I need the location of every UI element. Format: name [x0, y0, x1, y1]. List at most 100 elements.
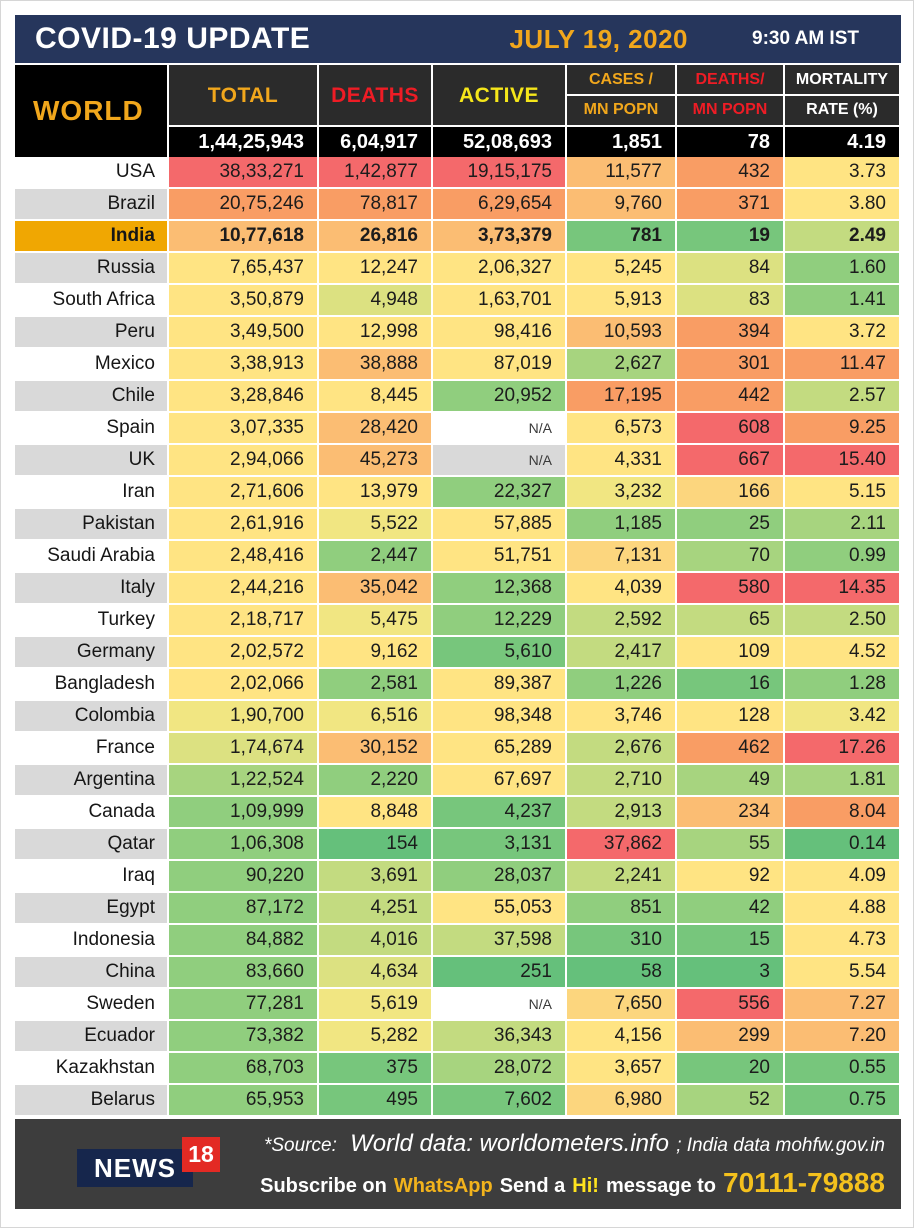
news18-logo: NEWS 18: [77, 1135, 227, 1195]
value-cell: 154: [319, 829, 431, 859]
value-cell: 3.80: [785, 189, 899, 219]
value-cell: 98,416: [433, 317, 565, 347]
value-cell: 2,44,216: [169, 573, 317, 603]
value-cell: 2,592: [567, 605, 675, 635]
whatsapp-label: WhatsApp: [393, 1174, 493, 1197]
value-cell: 28,072: [433, 1053, 565, 1083]
value-cell: 35,042: [319, 573, 431, 603]
value-cell: 1,226: [567, 669, 675, 699]
value-cell: 2.11: [785, 509, 899, 539]
country-cell: Italy: [15, 573, 167, 603]
value-cell: 3.42: [785, 701, 899, 731]
value-cell: 2,220: [319, 765, 431, 795]
column-header-cases-per-mn: CASES / MN POPN: [567, 65, 675, 125]
value-cell: 2,71,606: [169, 477, 317, 507]
column-header-row: TOTAL DEATHS ACTIVE CASES / MN POP: [169, 65, 901, 125]
country-cell: Colombia: [15, 701, 167, 731]
country-cell: Indonesia: [15, 925, 167, 955]
value-cell: 98,348: [433, 701, 565, 731]
subscribe-text-2: Send a: [499, 1174, 566, 1197]
value-cell: 9.25: [785, 413, 899, 443]
value-cell: 30,152: [319, 733, 431, 763]
value-cell: 16: [677, 669, 783, 699]
value-cell: 375: [319, 1053, 431, 1083]
header-divider: [785, 94, 899, 96]
value-cell: 4.88: [785, 893, 899, 923]
value-cell: 4,948: [319, 285, 431, 315]
value-cell: 13,979: [319, 477, 431, 507]
value-cell: 70: [677, 541, 783, 571]
table-row: France 1,74,674 30,152 65,289 2,676 462 17.26: [15, 733, 901, 763]
value-cell: 4.52: [785, 637, 899, 667]
country-cell: Iran: [15, 477, 167, 507]
value-cell: 52: [677, 1085, 783, 1115]
value-cell: 6,516: [319, 701, 431, 731]
value-cell: 2,627: [567, 349, 675, 379]
table-row: Turkey 2,18,717 5,475 12,229 2,592 65 2.50: [15, 605, 901, 635]
value-cell: 12,998: [319, 317, 431, 347]
value-cell: 781: [567, 221, 675, 251]
country-cell: Chile: [15, 381, 167, 411]
table-row: China 83,660 4,634 251 58 3 5.54: [15, 957, 901, 987]
table-row: Belarus 65,953 495 7,602 6,980 52 0.75: [15, 1085, 901, 1115]
value-cell: 36,343: [433, 1021, 565, 1051]
value-cell: 55: [677, 829, 783, 859]
value-cell: 3,28,846: [169, 381, 317, 411]
date-label: JULY 19, 2020: [509, 23, 688, 54]
value-cell: 3.73: [785, 157, 899, 187]
value-cell: 4,156: [567, 1021, 675, 1051]
header-divider: [677, 94, 783, 96]
value-cell: 310: [567, 925, 675, 955]
value-cell: 3,07,335: [169, 413, 317, 443]
country-cell: France: [15, 733, 167, 763]
value-cell: 65,953: [169, 1085, 317, 1115]
value-cell: 38,33,271: [169, 157, 317, 187]
country-cell: Pakistan: [15, 509, 167, 539]
value-cell: 37,862: [567, 829, 675, 859]
value-cell: 14.35: [785, 573, 899, 603]
value-cell: 2,02,572: [169, 637, 317, 667]
world-deaths-per-mn: 78: [677, 127, 783, 157]
value-cell: 3,49,500: [169, 317, 317, 347]
news18-logo-news-box: NEWS: [77, 1149, 193, 1187]
table-row: Sweden 77,281 5,619 N/A 7,650 556 7.27: [15, 989, 901, 1019]
table-row: Egypt 87,172 4,251 55,053 851 42 4.88: [15, 893, 901, 923]
value-cell: 5.15: [785, 477, 899, 507]
column-header-deaths: DEATHS: [319, 65, 431, 125]
country-cell: Argentina: [15, 765, 167, 795]
value-cell: 68,703: [169, 1053, 317, 1083]
country-cell: Sweden: [15, 989, 167, 1019]
value-cell: 25: [677, 509, 783, 539]
value-cell: 4.09: [785, 861, 899, 891]
value-cell: 89,387: [433, 669, 565, 699]
value-cell: 251: [433, 957, 565, 987]
value-cell: 394: [677, 317, 783, 347]
value-cell: 3,50,879: [169, 285, 317, 315]
table-row: Ecuador 73,382 5,282 36,343 4,156 299 7.20: [15, 1021, 901, 1051]
value-cell: N/A: [433, 989, 565, 1019]
value-cell: 667: [677, 445, 783, 475]
value-cell: 6,29,654: [433, 189, 565, 219]
value-cell: 432: [677, 157, 783, 187]
value-cell: 65: [677, 605, 783, 635]
subscribe-text-3: message to: [605, 1174, 717, 1197]
country-cell: USA: [15, 157, 167, 187]
country-cell: Iraq: [15, 861, 167, 891]
value-cell: 58: [567, 957, 675, 987]
value-cell: 9,760: [567, 189, 675, 219]
value-cell: 92: [677, 861, 783, 891]
value-cell: 12,229: [433, 605, 565, 635]
value-cell: 87,172: [169, 893, 317, 923]
header-columns: TOTAL DEATHS ACTIVE CASES / MN POP: [169, 65, 901, 157]
value-cell: 17,195: [567, 381, 675, 411]
value-cell: 2,94,066: [169, 445, 317, 475]
value-cell: 0.14: [785, 829, 899, 859]
value-cell: 19,15,175: [433, 157, 565, 187]
table-row: Indonesia 84,882 4,016 37,598 310 15 4.73: [15, 925, 901, 955]
news18-logo-18-box: 18: [182, 1137, 220, 1172]
value-cell: 5,282: [319, 1021, 431, 1051]
country-cell: Mexico: [15, 349, 167, 379]
value-cell: 2,48,416: [169, 541, 317, 571]
country-cell: UK: [15, 445, 167, 475]
value-cell: 28,420: [319, 413, 431, 443]
